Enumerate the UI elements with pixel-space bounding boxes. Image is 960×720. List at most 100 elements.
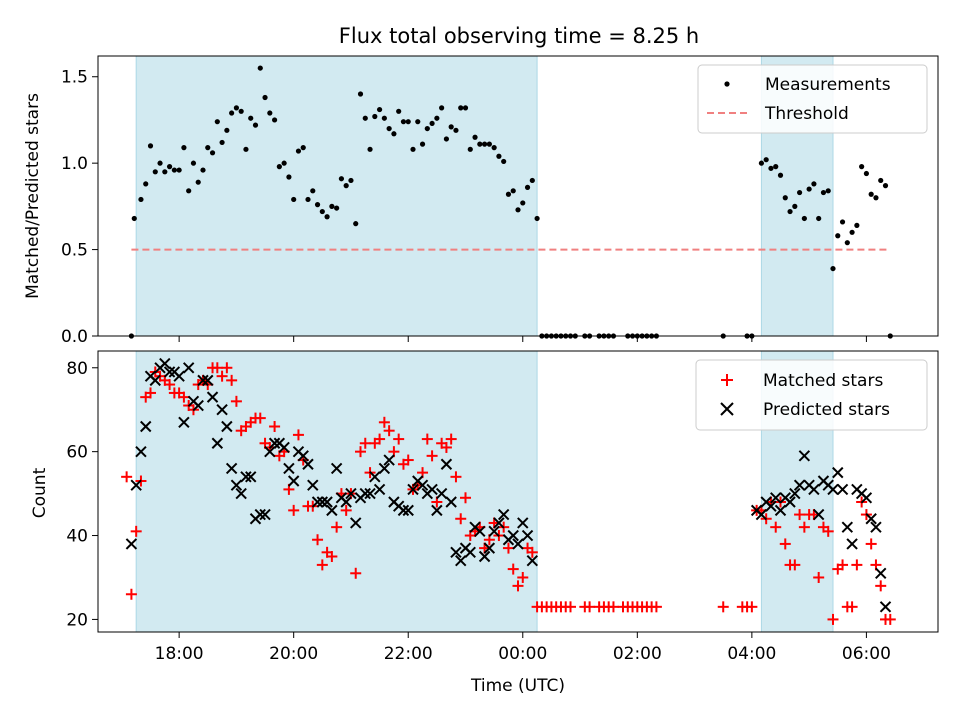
predicted-point-71 — [464, 546, 476, 559]
predicted-point-49 — [359, 487, 371, 500]
predicted-point-59 — [407, 483, 419, 496]
measurement-point-112 — [768, 165, 774, 171]
measurement-point-65 — [439, 105, 445, 111]
measurement-point-73 — [477, 141, 483, 147]
measurement-point-122 — [816, 215, 822, 222]
measurement-point-32 — [281, 160, 287, 166]
measurement-point-17 — [209, 150, 216, 156]
predicted-point-101 — [827, 483, 839, 496]
matched-point-5 — [145, 387, 156, 399]
matched-point-46 — [340, 504, 352, 516]
measurement-point-12 — [186, 188, 192, 194]
measurement-point-134 — [873, 195, 879, 201]
measurement-point-20 — [224, 127, 230, 133]
bottom-y-ticks: 20 40 60 80 — [66, 359, 98, 630]
predicted-point-78 — [497, 508, 510, 521]
measurement-point-62 — [424, 125, 430, 132]
measurement-point-53 — [381, 115, 387, 121]
matched-point-2 — [130, 525, 142, 537]
matched-point-108 — [717, 601, 729, 613]
matched-point-132 — [846, 601, 858, 613]
measurement-point-136 — [882, 183, 889, 189]
measurement-point-19 — [219, 139, 225, 146]
bottom-xtick-label-2: 22:00 — [384, 644, 433, 664]
top-y-ticks: 0.0 0.5 1.0 1.5 — [61, 68, 98, 347]
matched-point-71 — [460, 492, 471, 504]
measurement-point-71 — [467, 146, 473, 152]
measurement-point-61 — [419, 141, 426, 147]
measurement-point-123 — [820, 189, 827, 196]
measurement-point-132 — [863, 170, 870, 177]
measurement-point-124 — [825, 188, 831, 194]
top-y-axis-label: Matched/Predicted stars — [23, 93, 43, 299]
predicted-point-18 — [211, 437, 224, 449]
bottom-predicted-layer — [125, 357, 892, 613]
measurement-point-83 — [524, 184, 531, 190]
measurement-point-3 — [143, 181, 149, 187]
bottom-axes-frame — [97, 350, 939, 633]
measurement-point-70 — [462, 105, 469, 111]
bottom-shade-0 — [135, 350, 538, 633]
matched-point-68 — [445, 433, 457, 445]
matched-point-83 — [517, 571, 529, 583]
predicted-point-3 — [140, 420, 152, 433]
matched-point-22 — [226, 374, 238, 386]
bottom-xtick-label-5: 04:00 — [727, 644, 776, 664]
matched-point-121 — [794, 509, 806, 521]
matched-point-1 — [125, 588, 137, 600]
predicted-point-92 — [784, 496, 796, 508]
bottom-ytick-label-1: 40 — [66, 527, 88, 547]
measurement-point-38 — [310, 188, 316, 194]
predicted-point-103 — [836, 483, 849, 496]
x-axis-label: Time (UTC) — [470, 676, 565, 696]
measurement-point-31 — [276, 164, 282, 170]
measurement-point-15 — [200, 167, 206, 173]
matched-point-125 — [813, 571, 825, 583]
legend-matched-marker — [721, 374, 733, 386]
measurement-point-7 — [162, 169, 168, 175]
bottom-xtick-label-4: 02:00 — [613, 644, 662, 664]
predicted-point-37 — [302, 458, 314, 470]
bottom-ytick-label-2: 60 — [66, 443, 88, 463]
measurement-point-36 — [300, 145, 306, 151]
predicted-point-28 — [259, 508, 271, 521]
predicted-point-0 — [125, 538, 138, 550]
matched-point-95 — [584, 601, 596, 613]
measurement-point-128 — [844, 240, 850, 246]
measurement-point-14 — [195, 179, 201, 185]
bottom-legend: Matched stars Predicted stars — [695, 359, 928, 431]
matched-point-48 — [350, 567, 362, 579]
measurement-point-125 — [830, 265, 836, 272]
measurement-point-51 — [372, 113, 378, 120]
predicted-point-105 — [846, 538, 858, 550]
matched-point-43 — [326, 551, 338, 563]
measurement-point-57 — [400, 119, 407, 125]
bottom-xtick-label-1: 20:00 — [269, 644, 318, 664]
measurement-point-58 — [405, 119, 411, 125]
predicted-point-65 — [435, 487, 448, 500]
measurement-point-126 — [835, 233, 841, 239]
predicted-point-52 — [373, 483, 386, 496]
top-ytick-label-3: 1.5 — [61, 68, 88, 88]
measurement-point-67 — [448, 124, 454, 130]
matched-point-116 — [770, 521, 782, 533]
bottom-legend-box — [695, 359, 928, 431]
measurement-point-50 — [367, 146, 373, 152]
matched-point-93 — [565, 601, 576, 613]
measurement-point-127 — [839, 219, 846, 225]
matched-point-80 — [502, 542, 514, 554]
matched-point-20 — [216, 370, 228, 382]
predicted-point-93 — [789, 487, 801, 500]
matched-point-21 — [221, 362, 233, 374]
matched-point-31 — [269, 420, 281, 432]
matched-point-128 — [827, 613, 839, 625]
bottom-panel: 20 40 60 80 18:00 20:00 22:00 00:00 02:00 04:00 0… — [30, 350, 939, 696]
measurement-point-34 — [291, 196, 297, 203]
predicted-point-25 — [245, 471, 257, 483]
measurement-point-13 — [190, 160, 197, 166]
predicted-point-42 — [326, 504, 338, 517]
bottom-xtick-label-0: 18:00 — [155, 644, 204, 664]
measurement-point-49 — [362, 115, 368, 121]
top-legend-box — [697, 64, 928, 134]
matched-point-70 — [455, 513, 467, 525]
